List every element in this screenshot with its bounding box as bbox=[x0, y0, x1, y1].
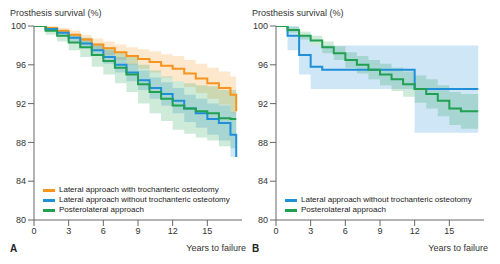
svg-text:84: 84 bbox=[258, 176, 268, 186]
svg-text:6: 6 bbox=[101, 226, 106, 236]
html-text:Years to failure: Years to failure bbox=[428, 243, 488, 253]
svg-text:100: 100 bbox=[253, 21, 268, 31]
svg-text:100: 100 bbox=[11, 21, 26, 31]
svg-text:9: 9 bbox=[135, 226, 140, 236]
svg-text:9: 9 bbox=[377, 226, 382, 236]
html-text:Years to failure: Years to failure bbox=[186, 243, 246, 253]
svg-text:80: 80 bbox=[258, 215, 268, 225]
svg-text:88: 88 bbox=[258, 138, 268, 148]
html-text:A: A bbox=[10, 243, 18, 254]
html-text:B: B bbox=[252, 243, 260, 254]
html-text:Posterolateral approach: Posterolateral approach bbox=[301, 205, 386, 214]
svg-text:92: 92 bbox=[16, 99, 26, 109]
html-text:Prosthesis survival (%): Prosthesis survival (%) bbox=[252, 8, 344, 18]
svg-text:0: 0 bbox=[273, 226, 278, 236]
svg-text:84: 84 bbox=[16, 176, 26, 186]
svg-text:88: 88 bbox=[16, 138, 26, 148]
svg-text:12: 12 bbox=[168, 226, 178, 236]
svg-text:3: 3 bbox=[308, 226, 313, 236]
html-text:Lateral approach without troch: Lateral approach without trochanteric os… bbox=[59, 195, 230, 204]
html-text:Lateral approach with trochant: Lateral approach with trochanteric osteo… bbox=[59, 185, 219, 194]
svg-text:92: 92 bbox=[258, 99, 268, 109]
svg-text:80: 80 bbox=[16, 215, 26, 225]
svg-text:15: 15 bbox=[444, 226, 454, 236]
svg-text:12: 12 bbox=[410, 226, 420, 236]
svg-text:96: 96 bbox=[16, 60, 26, 70]
html-text:Posterolateral approach: Posterolateral approach bbox=[59, 205, 144, 214]
svg-text:15: 15 bbox=[202, 226, 212, 236]
svg-text:6: 6 bbox=[343, 226, 348, 236]
svg-text:96: 96 bbox=[258, 60, 268, 70]
html-text:Lateral approach without troch: Lateral approach without trochanteric os… bbox=[301, 195, 472, 204]
html-text:Prosthesis survival (%): Prosthesis survival (%) bbox=[10, 8, 102, 18]
svg-text:0: 0 bbox=[31, 226, 36, 236]
svg-text:3: 3 bbox=[66, 226, 71, 236]
